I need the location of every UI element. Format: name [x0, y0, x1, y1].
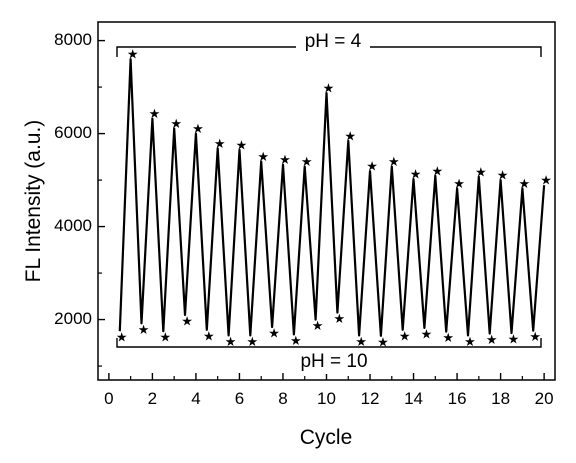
x-tick-label: 16: [448, 389, 467, 408]
top-label-background: [296, 34, 370, 58]
data-point: ★: [431, 164, 443, 179]
x-tick-label: 6: [235, 389, 244, 408]
bottom-bracket: [116, 338, 542, 348]
y-tick-label: 2000: [54, 309, 92, 328]
plot-frame: [97, 21, 556, 381]
data-point: ★: [268, 326, 280, 341]
x-tick-label: 20: [535, 389, 554, 408]
data-point: ★: [475, 165, 487, 180]
x-tick-label: 18: [491, 389, 510, 408]
data-point: ★: [257, 150, 269, 165]
data-point: ★: [301, 155, 313, 170]
y-axis-ticks: 2000 4000 6000 8000: [54, 30, 105, 367]
x-tick-label: 4: [191, 389, 200, 408]
data-point: ★: [529, 330, 541, 345]
data-point: ★: [323, 82, 335, 97]
data-point: ★: [116, 331, 128, 346]
x-tick-label: 8: [278, 389, 287, 408]
x-tick-label: 10: [317, 389, 336, 408]
x-axis-ticks: 0 2 4 6 8 10 12 14 16 18 20: [104, 373, 554, 408]
data-point: ★: [159, 331, 171, 346]
top-annotation: pH = 4: [305, 31, 362, 52]
bottom-label-background: [293, 350, 375, 374]
y-tick-label: 4000: [54, 216, 92, 235]
data-point: ★: [192, 122, 204, 137]
data-point: ★: [170, 117, 182, 132]
y-tick-label: 6000: [54, 123, 92, 142]
x-tick-label: 14: [404, 389, 423, 408]
y-tick-label: 8000: [54, 30, 92, 49]
x-tick-label: 2: [148, 389, 157, 408]
data-point: ★: [181, 314, 193, 329]
data-point: ★: [203, 329, 215, 344]
data-point: ★: [236, 138, 248, 153]
data-point: ★: [442, 331, 454, 346]
data-point: ★: [279, 153, 291, 168]
data-point: ★: [464, 335, 476, 350]
data-point: ★: [410, 168, 422, 183]
data-point: ★: [355, 335, 367, 350]
x-tick-label: 12: [361, 389, 380, 408]
data-point: ★: [399, 329, 411, 344]
y-axis-title: FL Intensity (a.u.): [22, 120, 45, 283]
data-point: ★: [366, 160, 378, 175]
data-point: ★: [312, 319, 324, 334]
data-point: ★: [225, 335, 237, 350]
data-point: ★: [388, 155, 400, 170]
data-point: ★: [334, 312, 346, 327]
data-point: ★: [247, 335, 259, 350]
data-point: ★: [344, 130, 356, 145]
data-point: ★: [127, 48, 139, 63]
data-point: ★: [508, 333, 520, 348]
data-point: ★: [138, 323, 150, 338]
data-point: ★: [290, 334, 302, 349]
data-point: ★: [421, 327, 433, 342]
x-axis-title: Cycle: [300, 426, 353, 449]
data-point: ★: [149, 107, 161, 122]
data-point: ★: [214, 137, 226, 152]
data-point: ★: [540, 174, 552, 189]
data-point: ★: [486, 333, 498, 348]
data-point: ★: [453, 177, 465, 192]
data-point: ★: [497, 169, 509, 184]
x-tick-label: 0: [104, 389, 113, 408]
data-points: ★ ★ ★ ★ ★ ★ ★ ★ ★ ★ ★ ★ ★ ★ ★ ★ ★ ★ ★ ★ ★ ★ ★ ★ ★ ★ ★ ★ ★ ★ ★ ★ ★ ★ ★ ★ ★ ★ ★ ★: [116, 48, 552, 351]
data-point: ★: [519, 177, 531, 192]
data-point: ★: [377, 335, 389, 350]
series-line: [118, 58, 546, 337]
bottom-annotation: pH = 10: [300, 351, 367, 372]
